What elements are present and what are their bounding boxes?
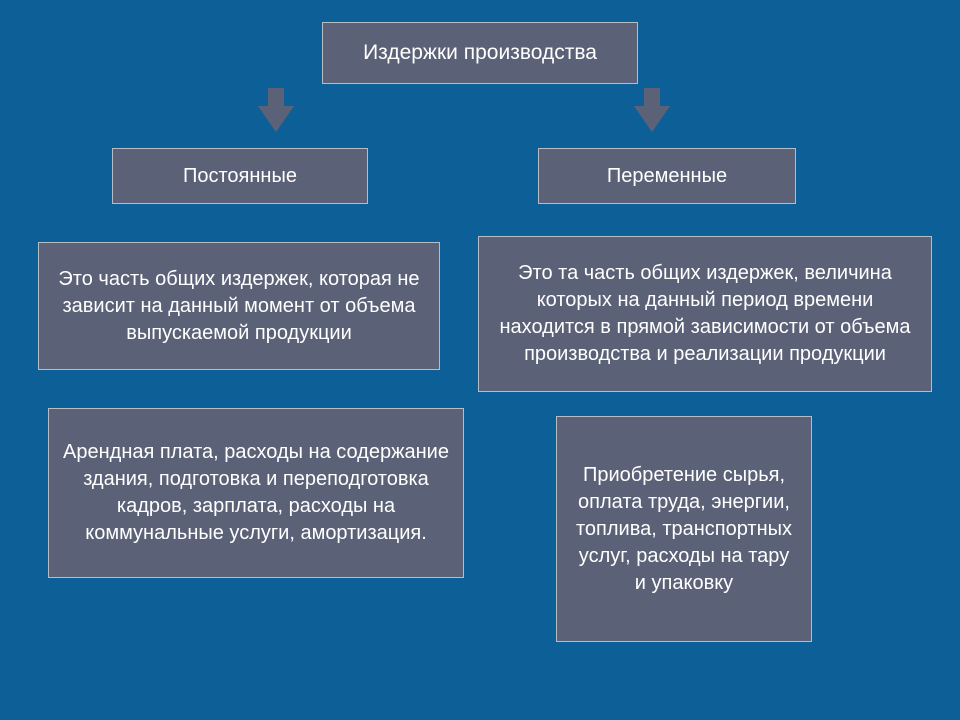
right-title-box: Переменные	[538, 148, 796, 204]
root-box: Издержки производства	[322, 22, 638, 84]
arrow-head-left	[258, 106, 294, 132]
right-definition-box: Это та часть общих издержек, величина ко…	[478, 236, 932, 392]
arrow-stem-left	[268, 88, 284, 106]
right-examples-box: Приобретение сырья, оплата труда, энерги…	[556, 416, 812, 642]
left-title-box: Постоянные	[112, 148, 368, 204]
arrow-head-right	[634, 106, 670, 132]
left-examples-box: Арендная плата, расходы на содержание зд…	[48, 408, 464, 578]
left-definition-box: Это часть общих издержек, которая не зав…	[38, 242, 440, 370]
arrow-stem-right	[644, 88, 660, 106]
